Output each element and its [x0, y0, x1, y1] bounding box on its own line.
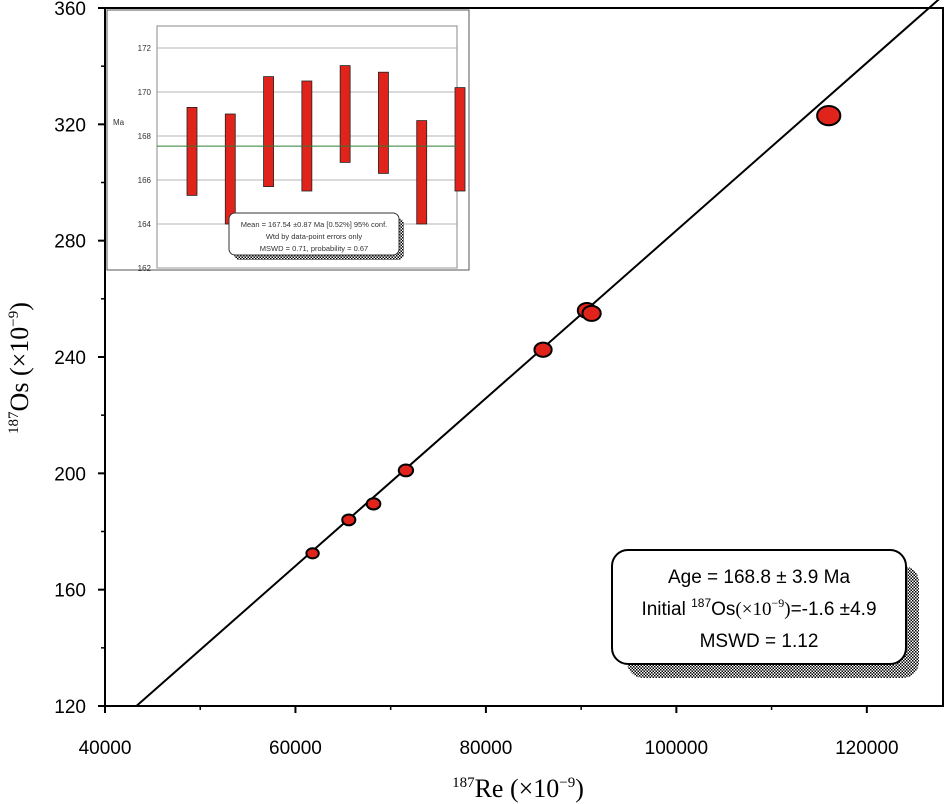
data-point: [397, 463, 415, 478]
initial-os-sup: 187: [691, 596, 711, 610]
y-axis-label-unit: (×10: [5, 327, 34, 376]
inset-error-bars: [186, 65, 466, 225]
initial-os-exp: −9: [771, 596, 784, 610]
x-tick-label: 80000: [459, 738, 512, 759]
inset-box-frame: [228, 212, 400, 256]
age-text: Age = 168.8 ± 3.9 Ma: [668, 567, 851, 588]
result-box-frame: [611, 549, 907, 665]
x-tick-label: 60000: [269, 738, 322, 759]
initial-os-text: Initial 187Os(×10−9)=-1.6 ±4.9: [641, 596, 876, 620]
data-point: [581, 304, 602, 322]
y-tick-label: 160: [54, 581, 86, 602]
weighted-mean-inset: 162 164 166 168 170 172 Ma Mean = 167.54 ±0.8…: [106, 9, 470, 273]
y-tick-label: 280: [54, 232, 86, 253]
y-axis-label-exp: −9: [6, 311, 22, 327]
inset-y-tick-label: 172: [138, 44, 152, 53]
inset-error-bar: [454, 87, 466, 192]
inset-error-bar: [301, 80, 313, 192]
axis-ticks: [98, 7, 868, 713]
y-tick-label: 240: [54, 348, 86, 369]
data-point: [365, 497, 382, 511]
isochron-result-box: Age = 168.8 ± 3.9 Ma Initial 187Os(×10−9…: [611, 549, 919, 678]
inset-y-tick-label: 170: [138, 88, 152, 97]
inset-y-axis-label: Ma: [113, 118, 125, 127]
initial-os-prefix: Initial: [641, 599, 691, 620]
y-axis-label: 187Os (×10−9): [5, 302, 34, 434]
y-axis-label-sup: 187: [6, 411, 22, 434]
isochron-fit-line: [135, 0, 940, 707]
y-tick-label: 120: [54, 697, 86, 718]
inset-weight-text: Wtd by data-point errors only: [266, 232, 363, 241]
inset-error-bar: [224, 113, 236, 225]
inset-error-bar: [263, 76, 274, 187]
x-axis-label: 187Re (×10−9): [452, 774, 584, 803]
inset-y-tick-labels: 162 164 166 168 170 172: [138, 44, 152, 273]
inset-error-bar: [416, 120, 428, 225]
isochron-chart: 40000 60000 80000 100000 120000 120 160 200 240…: [5, 0, 944, 803]
y-tick-labels: 120 160 200 240 280 320 360: [54, 0, 86, 718]
y-axis-label-base: Os: [5, 383, 34, 412]
data-point: [533, 341, 553, 358]
x-axis-label-base: Re: [475, 774, 504, 803]
data-point: [341, 513, 357, 527]
mswd-text: MSWD = 1.12: [700, 631, 819, 652]
y-axis-label-close: ): [5, 302, 34, 311]
inset-mean-text: Mean = 167.54 ±0.87 Ma [0.52%] 95% conf.: [241, 220, 388, 229]
inset-mswd-text: MSWD = 0.71, probability = 0.67: [260, 244, 368, 253]
x-tick-labels: 40000 60000 80000 100000 120000: [79, 738, 899, 759]
inset-y-tick-label: 166: [138, 176, 152, 185]
initial-os-value: =-1.6 ±4.9: [791, 599, 877, 620]
data-points: [305, 104, 842, 560]
initial-os-os: Os: [711, 599, 735, 620]
inset-result-box: Mean = 167.54 ±0.87 Ma [0.52%] 95% conf.…: [228, 212, 404, 260]
x-axis-label-exp: −9: [559, 775, 575, 791]
inset-error-bar: [339, 65, 351, 163]
x-axis-label-close: ): [575, 774, 584, 803]
y-tick-label: 320: [54, 115, 86, 136]
x-axis-label-sup: 187: [452, 775, 475, 791]
y-tick-label: 200: [54, 464, 86, 485]
inset-y-tick-label: 164: [138, 220, 152, 229]
x-axis-label-unit: (×10: [510, 774, 559, 803]
y-tick-label: 360: [54, 0, 86, 20]
x-tick-label: 100000: [645, 738, 708, 759]
x-tick-label: 40000: [79, 738, 132, 759]
x-tick-label: 120000: [835, 738, 898, 759]
inset-error-bar: [378, 71, 389, 174]
inset-y-tick-label: 162: [138, 264, 152, 273]
initial-os-unit: (×10: [735, 599, 771, 620]
inset-y-tick-label: 168: [138, 132, 152, 141]
inset-error-bar: [186, 107, 198, 196]
data-point: [816, 104, 842, 127]
data-point: [305, 547, 320, 560]
initial-os-close: ): [784, 599, 790, 620]
